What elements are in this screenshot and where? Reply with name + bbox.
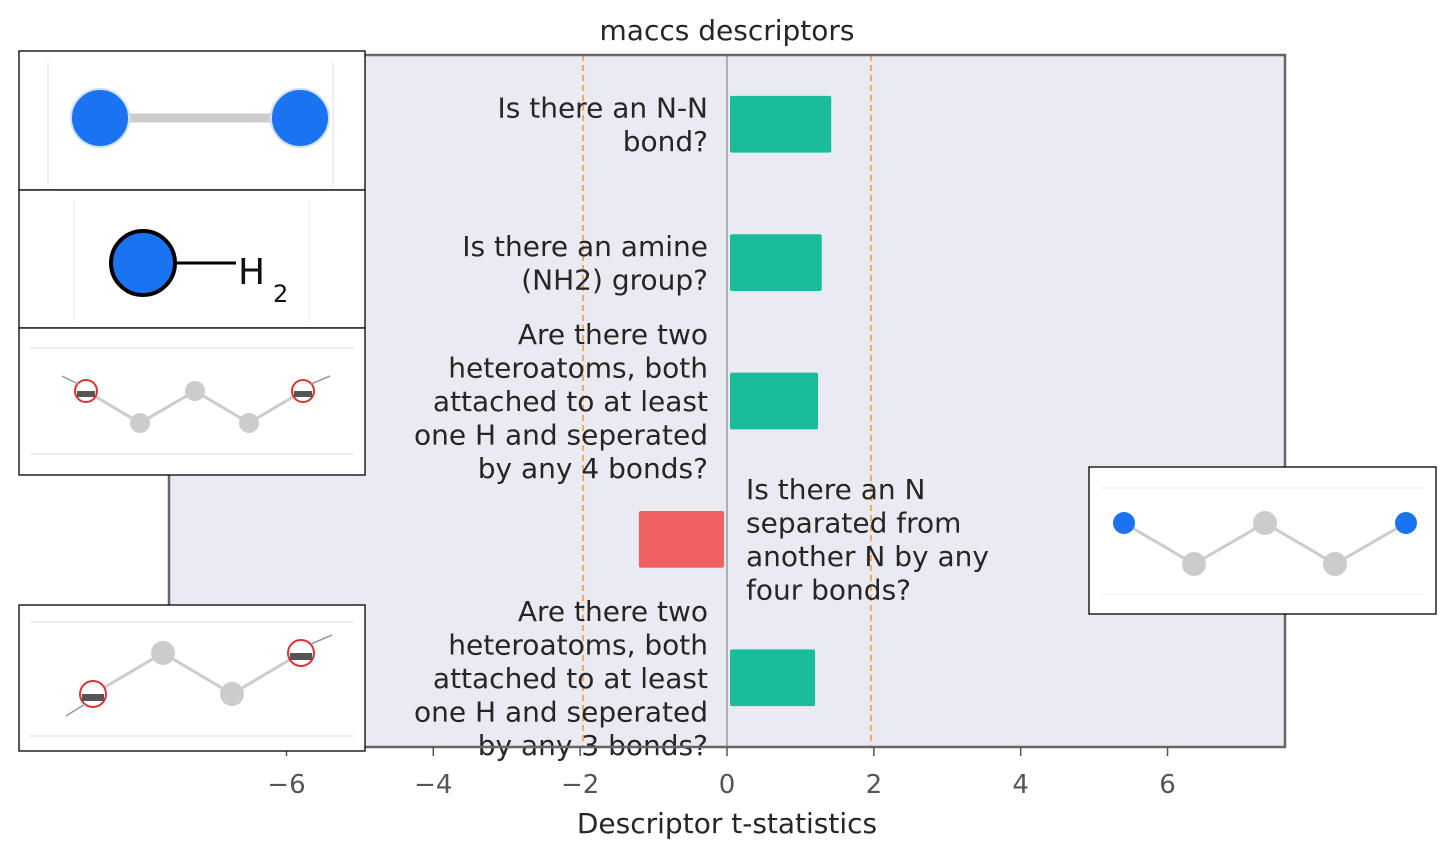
- bar-label-line: Is there an amine: [462, 230, 708, 263]
- bar-label-4: Are there two heteroatoms, both attached t…: [414, 595, 708, 762]
- n-n-4-bonds-molecule-icon: [1088, 466, 1437, 615]
- bar-label-line: four bonds?: [746, 574, 911, 607]
- hydrogen-atom-label: H: [238, 252, 265, 293]
- bar-1: [730, 234, 822, 291]
- bar-label-line: attached to at least: [433, 385, 708, 418]
- x-axis: −6 −4 −2 0 2 4 6: [267, 747, 1176, 800]
- x-tick-label: −6: [267, 770, 305, 800]
- bar-label-line: heteroatoms, both: [448, 352, 708, 385]
- bar-label-line: by any 3 bonds?: [478, 729, 708, 762]
- x-tick-label: 4: [1012, 770, 1029, 800]
- bar-4: [730, 649, 816, 707]
- heteroatoms-3-bonds-molecule-icon: [18, 604, 366, 752]
- x-tick-label: 0: [719, 770, 736, 800]
- bar-label-line: Are there two: [518, 318, 708, 351]
- bar-3: [638, 511, 724, 568]
- x-tick-label: 6: [1159, 770, 1176, 800]
- chart-title: maccs descriptors: [600, 14, 855, 47]
- bar-label-line: one H and seperated: [414, 695, 708, 728]
- heteroatoms-4-bonds-molecule-icon: [18, 327, 366, 476]
- bar-label-line: separated from: [746, 507, 961, 540]
- threshold-lines: [582, 55, 872, 747]
- bar-label-line: (NH2) group?: [521, 263, 708, 296]
- bar-label-line: Is there an N-N: [497, 91, 708, 124]
- bar-label-1: Is there an amine (NH2) group?: [462, 230, 708, 297]
- bar-label-line: heteroatoms, both: [448, 628, 708, 661]
- bar-label-line: attached to at least: [433, 662, 708, 695]
- bar-label-2: Are there two heteroatoms, both attached t…: [414, 318, 708, 485]
- x-tick-label: 2: [866, 770, 883, 800]
- bar-label-line: bond?: [623, 125, 708, 158]
- bar-label-line: Are there two: [518, 595, 708, 628]
- x-tick-label: −2: [561, 770, 599, 800]
- x-axis-label: Descriptor t-statistics: [577, 807, 877, 840]
- hydrogen-subscript: 2: [273, 280, 288, 308]
- bar-2: [730, 372, 819, 430]
- x-tick-label: −4: [414, 770, 452, 800]
- bar-label-line: another N by any: [746, 540, 989, 573]
- bar-labels: Is there an N-N bond? Is there an amine (NH…: [414, 91, 989, 761]
- bar-label-line: Is there an N: [746, 473, 925, 506]
- amine-nh2-molecule-icon: H 2: [18, 189, 366, 329]
- bar-label-line: one H and seperated: [414, 419, 708, 452]
- bars: [638, 95, 832, 707]
- n-n-bond-molecule-icon: [18, 50, 366, 191]
- bar-label-0: Is there an N-N bond?: [497, 91, 708, 158]
- bar-label-line: by any 4 bonds?: [478, 452, 708, 485]
- bar-0: [730, 95, 832, 153]
